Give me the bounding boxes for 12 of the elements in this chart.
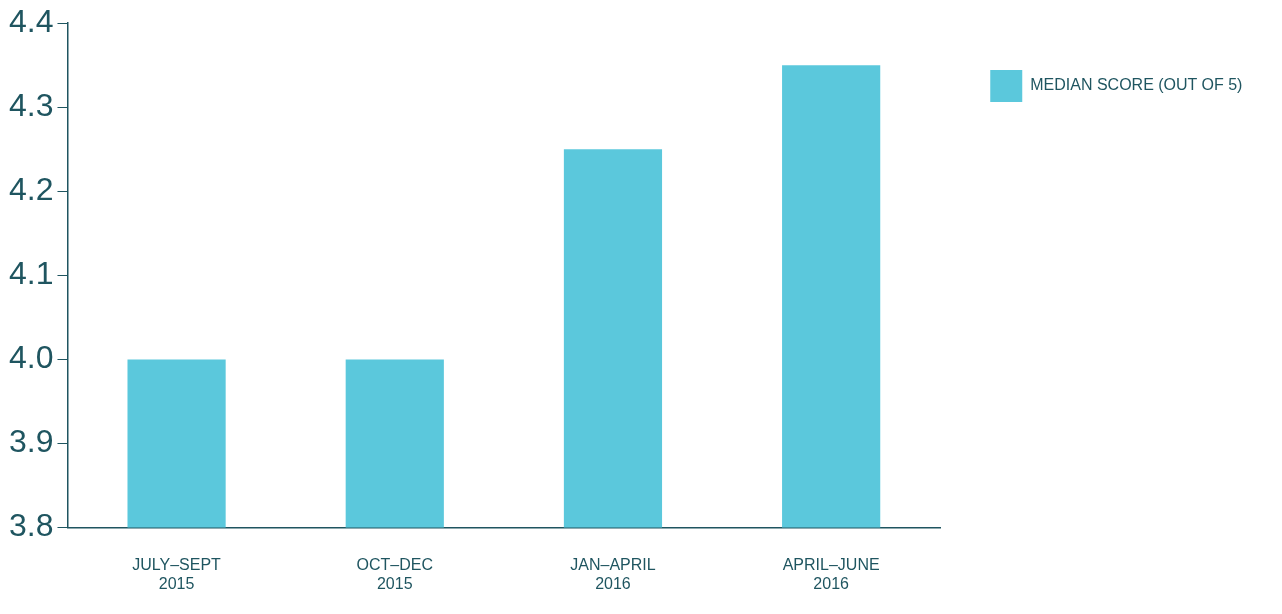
y-tick-label: 3.8 [9,507,54,544]
x-tick-label: JULY–SEPT 2015 [132,555,222,592]
y-tick-label: 4.3 [9,87,54,124]
y-tick-label: 3.9 [9,423,54,460]
y-tick-label: 4.0 [9,339,54,376]
x-tick-label: JAN–APRIL 2016 [570,555,656,592]
y-tick-label: 4.4 [9,3,54,40]
y-tick-label: 4.2 [9,171,54,208]
y-tick-label: 4.1 [9,255,54,292]
legend-label: MEDIAN SCORE (OUT OF 5) [1030,76,1243,94]
x-tick-label: APRIL–JUNE 2016 [782,555,880,592]
x-tick-label: OCT–DEC 2015 [356,555,433,592]
